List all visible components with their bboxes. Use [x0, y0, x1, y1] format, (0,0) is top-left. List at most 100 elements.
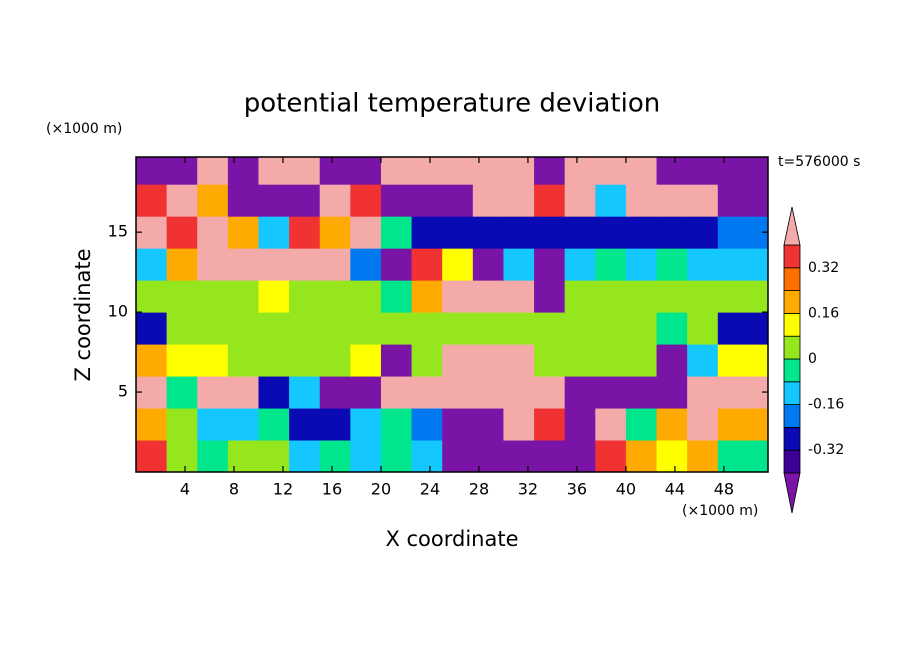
field-cell: [625, 440, 658, 473]
field-cell: [166, 408, 198, 441]
field-cell: [136, 184, 168, 217]
field-cell: [136, 280, 168, 313]
field-cell: [380, 216, 413, 249]
x-tick-label: 36: [567, 480, 587, 499]
colorbar-label: 0: [808, 351, 817, 367]
field-cell: [534, 280, 566, 313]
field-cell: [319, 157, 351, 185]
field-cell: [380, 248, 413, 281]
field-cell: [227, 280, 259, 313]
field-cell: [625, 344, 658, 377]
field-cell: [503, 280, 535, 313]
field-cell: [350, 376, 382, 409]
field-cell: [227, 248, 259, 281]
field-cell: [319, 216, 351, 249]
field-cell: [411, 184, 443, 217]
field-cell: [166, 184, 198, 217]
field-cell: [442, 216, 474, 249]
field-cell: [503, 312, 535, 345]
field-cell: [564, 344, 596, 377]
field-cell: [717, 280, 769, 313]
field-cell: [319, 344, 351, 377]
field-cell: [564, 216, 596, 249]
field-cell: [564, 157, 596, 185]
field-cell: [258, 184, 290, 217]
field-cell: [411, 408, 443, 441]
field-cell: [350, 408, 382, 441]
field-cell: [319, 312, 351, 345]
field-cell: [350, 344, 382, 377]
field-cell: [258, 344, 290, 377]
field-cell: [656, 184, 688, 217]
x-tick-label: 32: [518, 480, 538, 499]
field-cell: [166, 248, 198, 281]
x-tick-label: 40: [616, 480, 636, 499]
field-cell: [411, 312, 443, 345]
colorbar-band: [783, 404, 801, 428]
field-cell: [380, 157, 413, 185]
field-cell: [534, 157, 566, 185]
field-cell: [289, 216, 321, 249]
field-cell: [625, 184, 658, 217]
field-cell: [625, 312, 658, 345]
field-cell: [595, 408, 627, 441]
field-cell: [595, 312, 627, 345]
colorbar-label: -0.16: [808, 397, 844, 413]
field-cell: [166, 157, 198, 185]
field-cell: [258, 280, 290, 313]
field-cell: [717, 376, 769, 409]
field-cell: [595, 344, 627, 377]
field-cell: [136, 344, 168, 377]
field-cell: [197, 408, 229, 441]
field-cell: [442, 312, 474, 345]
field-cell: [319, 440, 351, 473]
colorbar-extend-bottom: [783, 472, 801, 514]
field-cell: [319, 248, 351, 281]
colorbar-band: [783, 290, 801, 314]
field-cell: [656, 376, 688, 409]
field-cell: [380, 280, 413, 313]
field-cell: [289, 184, 321, 217]
field-cell: [380, 408, 413, 441]
colorbar-band: [783, 335, 801, 360]
field-cell: [350, 440, 382, 473]
field-cell: [442, 344, 474, 377]
field-cell: [442, 376, 474, 409]
field-cell: [289, 440, 321, 473]
field-cell: [166, 216, 198, 249]
field-cell: [258, 248, 290, 281]
field-cell: [289, 408, 321, 441]
field-cell: [472, 184, 504, 217]
field-cell: [472, 376, 504, 409]
colorbar-label: 0.32: [808, 260, 839, 276]
field-cell: [166, 280, 198, 313]
field-cell: [319, 280, 351, 313]
field-cell: [227, 157, 259, 185]
field-cell: [687, 184, 719, 217]
field-cell: [289, 376, 321, 409]
field-cell: [564, 248, 596, 281]
colorbar-band: [783, 358, 801, 383]
field-cell: [625, 157, 658, 185]
field-cell: [656, 344, 688, 377]
field-cell: [687, 440, 719, 473]
field-cell: [534, 344, 566, 377]
field-cell: [656, 408, 688, 441]
field-cell: [534, 440, 566, 473]
field-cell: [197, 344, 229, 377]
field-cell: [534, 376, 566, 409]
field-cell: [442, 248, 474, 281]
field-cell: [289, 280, 321, 313]
field-cell: [166, 344, 198, 377]
chart-title: potential temperature deviation: [244, 89, 660, 119]
x-tick-label: 8: [229, 480, 239, 499]
field-cell: [625, 248, 658, 281]
field-cell: [534, 248, 566, 281]
field-cell: [564, 440, 596, 473]
field-cell: [350, 248, 382, 281]
colorbar-band: [783, 426, 801, 451]
field-cell: [442, 440, 474, 473]
y-unit: (×1000 m): [46, 121, 122, 137]
field-cell: [442, 280, 474, 313]
